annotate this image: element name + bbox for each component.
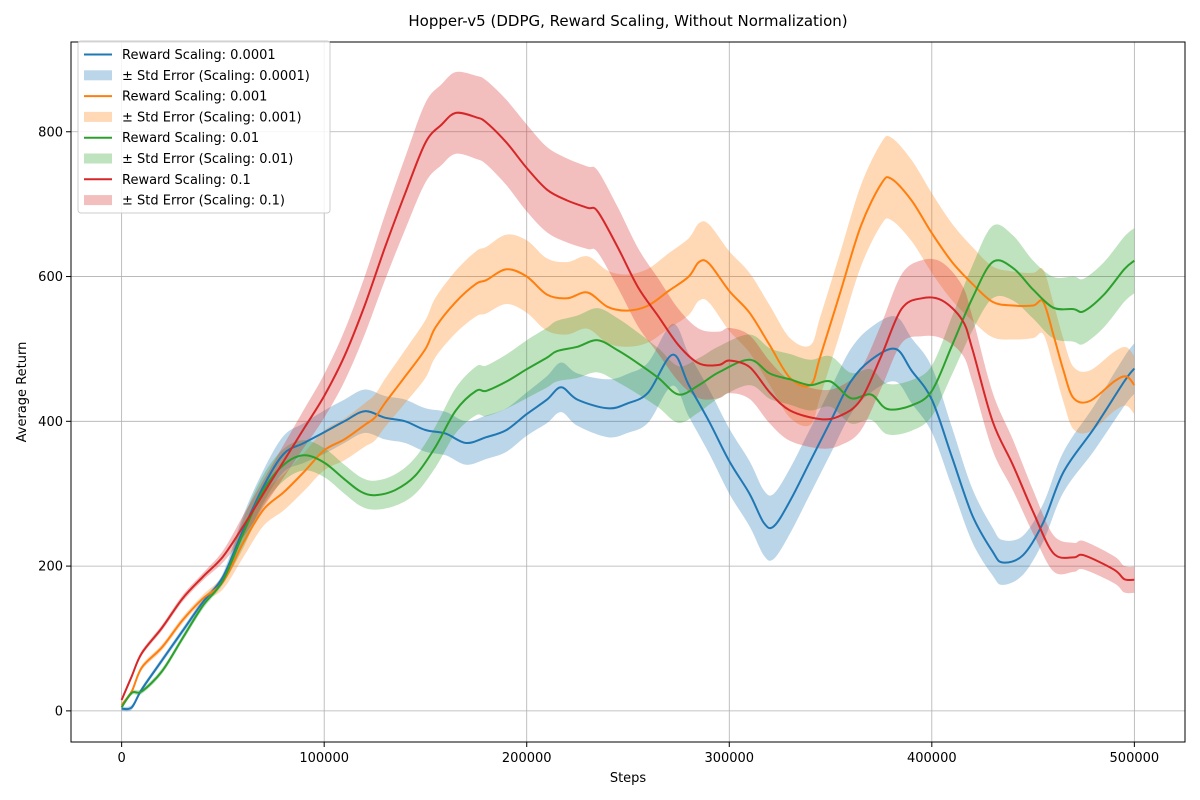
y-tick-label: 600: [38, 270, 63, 285]
x-tick-label: 100000: [299, 751, 349, 766]
x-tick-label: 200000: [502, 751, 552, 766]
legend-band-swatch: [84, 195, 112, 206]
series-line-2: [120, 259, 1136, 708]
legend-entry-label: Reward Scaling: 0.1: [122, 173, 251, 188]
legend: Reward Scaling: 0.0001 ± Std Error (Scali…: [77, 40, 331, 214]
series-line-1: [120, 176, 1136, 706]
legend-band-swatch: [84, 111, 112, 122]
std-error-bands: [121, 71, 1135, 712]
series-line-0: [121, 347, 1136, 711]
legend-entry-label: ± Std Error (Scaling: 0.01): [122, 152, 293, 167]
x-tick-label: 500000: [1110, 751, 1160, 766]
x-tick-label: 0: [117, 751, 125, 766]
std-error-band-0: [121, 316, 1135, 712]
grid: [71, 42, 1185, 742]
legend-entry-label: ± Std Error (Scaling: 0.0001): [122, 69, 310, 84]
series-lines: [120, 111, 1136, 711]
x-tick-label: 400000: [907, 751, 957, 766]
legend-box: [77, 40, 331, 214]
legend-entry-label: Reward Scaling: 0.0001: [122, 48, 276, 63]
legend-entry-label: ± Std Error (Scaling: 0.001): [122, 110, 302, 125]
y-axis-ticks: 0 200 400 600 800: [38, 125, 71, 719]
legend-entry-label: Reward Scaling: 0.001: [122, 90, 267, 105]
legend-entry-label: Reward Scaling: 0.01: [122, 131, 259, 146]
legend-entry-label: ± Std Error (Scaling: 0.1): [122, 194, 285, 209]
legend-band-swatch: [84, 153, 112, 164]
y-tick-label: 0: [55, 704, 63, 719]
std-error-band-3: [121, 71, 1135, 703]
y-tick-label: 200: [38, 560, 63, 575]
y-tick-label: 800: [38, 125, 63, 140]
y-axis-label: Average Return: [15, 342, 30, 443]
plot-frame: [70, 41, 1186, 743]
y-tick-label: 400: [38, 415, 63, 430]
std-error-band-2: [121, 224, 1135, 710]
x-axis-label: Steps: [610, 771, 647, 786]
x-axis-ticks: 0 100000 200000 300000 400000 500000: [117, 742, 1159, 766]
series-line-3: [120, 111, 1135, 701]
chart-title: Hopper-v5 (DDPG, Reward Scaling, Without…: [408, 12, 847, 30]
legend-band-swatch: [84, 70, 112, 81]
x-tick-label: 300000: [704, 751, 754, 766]
